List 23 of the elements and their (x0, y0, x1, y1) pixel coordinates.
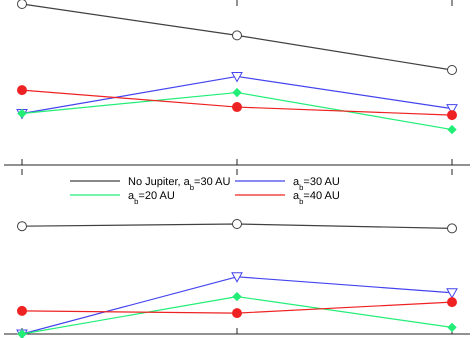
point (232, 102, 242, 112)
point (448, 125, 456, 134)
point (232, 72, 242, 82)
point (17, 306, 27, 316)
point (447, 110, 457, 120)
point (232, 308, 242, 318)
legend-label: a$_{b}$=40 AU (293, 190, 340, 206)
point (232, 272, 242, 282)
legend-label: a$_{b}$=20 AU (128, 190, 175, 206)
point (447, 65, 457, 76)
point (232, 30, 242, 40)
point (232, 292, 242, 302)
point (232, 219, 242, 229)
point (17, 85, 27, 96)
point (448, 322, 456, 332)
legend-label: No Jupiter, a$_{b}$=30 AU (128, 176, 230, 192)
point (447, 297, 457, 308)
legend-label: a$_{b}$=30 AU (293, 176, 340, 192)
point (17, 221, 27, 232)
point (17, 0, 27, 9)
point (232, 88, 242, 98)
point (447, 223, 457, 234)
point (446, 288, 458, 298)
